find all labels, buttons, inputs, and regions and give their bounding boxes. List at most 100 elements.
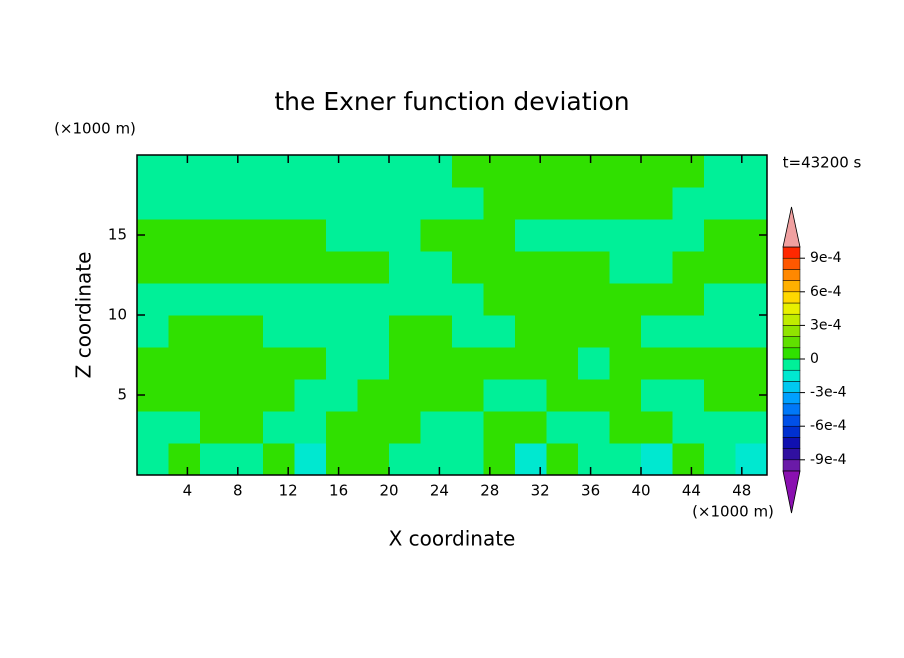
contour-cell bbox=[704, 251, 736, 284]
x-tick-label: 36 bbox=[581, 482, 600, 500]
contour-cell bbox=[483, 187, 516, 220]
contour-cell bbox=[389, 347, 421, 380]
contour-cell bbox=[137, 251, 169, 284]
contour-cell bbox=[168, 155, 201, 188]
colorbar-band bbox=[782, 392, 801, 405]
contour-cell bbox=[263, 219, 295, 252]
contour-cell bbox=[357, 315, 390, 348]
x-tick-label: 24 bbox=[430, 482, 449, 500]
contour-cell bbox=[609, 219, 642, 252]
contour-cell bbox=[389, 283, 421, 316]
colorbar-label: 9e-4 bbox=[810, 250, 842, 266]
contour-cell bbox=[546, 251, 579, 284]
colorbar-band bbox=[782, 246, 801, 259]
colorbar-under bbox=[782, 470, 801, 514]
contour-cell bbox=[168, 283, 201, 316]
y-tick-label: 5 bbox=[117, 386, 127, 404]
contour-cell bbox=[389, 187, 421, 220]
contour-cell bbox=[578, 219, 610, 252]
colorbar-band bbox=[782, 302, 801, 315]
contour-cell bbox=[515, 315, 547, 348]
contour-cell bbox=[515, 283, 547, 316]
contour-cell bbox=[735, 347, 768, 380]
contour-cell bbox=[420, 251, 453, 284]
contour-cell bbox=[735, 411, 768, 444]
contour-cell bbox=[231, 283, 264, 316]
contour-cell bbox=[294, 379, 327, 412]
contour-cell bbox=[357, 379, 390, 412]
contour-cell bbox=[452, 443, 484, 476]
contour-cell bbox=[546, 155, 579, 188]
contour-cell bbox=[515, 347, 547, 380]
contour-cell bbox=[137, 315, 169, 348]
contour-cell bbox=[546, 379, 579, 412]
contour-cell bbox=[294, 315, 327, 348]
contour-cell bbox=[578, 411, 610, 444]
x-axis-title: X coordinate bbox=[389, 527, 516, 551]
contour-cell bbox=[420, 155, 453, 188]
contour-cell bbox=[357, 347, 390, 380]
contour-cell bbox=[672, 219, 705, 252]
contour-cell bbox=[641, 155, 673, 188]
contour-cell bbox=[326, 187, 358, 220]
contour-cell bbox=[483, 315, 516, 348]
contour-cell bbox=[641, 347, 673, 380]
x-tick-label: 48 bbox=[732, 482, 751, 500]
contour-cell bbox=[357, 283, 390, 316]
contour-cell bbox=[641, 443, 673, 476]
chart-title: the Exner function deviation bbox=[274, 87, 629, 116]
contour-cell bbox=[452, 219, 484, 252]
contour-cell bbox=[231, 379, 264, 412]
contour-cell bbox=[200, 411, 232, 444]
contour-cell bbox=[263, 443, 295, 476]
contour-cell bbox=[515, 155, 547, 188]
contour-cell bbox=[263, 347, 295, 380]
colorbar-band bbox=[782, 369, 801, 382]
contour-cell bbox=[546, 443, 579, 476]
contour-cell bbox=[137, 187, 169, 220]
colorbar-band bbox=[782, 280, 801, 293]
contour-cell bbox=[294, 443, 327, 476]
contour-cell bbox=[326, 379, 358, 412]
contour-cell bbox=[263, 411, 295, 444]
contour-cell bbox=[200, 155, 232, 188]
contour-cell bbox=[389, 411, 421, 444]
contour-cell bbox=[294, 251, 327, 284]
contour-cell bbox=[609, 379, 642, 412]
colorbar-label: -9e-4 bbox=[810, 452, 847, 468]
contour-cell bbox=[294, 411, 327, 444]
colorbar-over bbox=[782, 206, 801, 248]
colorbar-band bbox=[782, 425, 801, 438]
contour-cell bbox=[137, 443, 169, 476]
contour-cell bbox=[357, 411, 390, 444]
x-tick-label: 40 bbox=[631, 482, 650, 500]
contour-cell bbox=[200, 347, 232, 380]
contour-cell bbox=[389, 315, 421, 348]
contour-cell bbox=[168, 347, 201, 380]
colorbar-band bbox=[782, 403, 801, 416]
contour-cell bbox=[263, 315, 295, 348]
colorbar-label: 3e-4 bbox=[810, 317, 842, 333]
contour-cell bbox=[641, 283, 673, 316]
contour-cell bbox=[641, 251, 673, 284]
contour-cell bbox=[200, 251, 232, 284]
contour-cell bbox=[200, 443, 232, 476]
contour-cell bbox=[609, 411, 642, 444]
contour-cell bbox=[200, 315, 232, 348]
colorbar-band bbox=[782, 381, 801, 393]
contour-cell bbox=[231, 155, 264, 188]
contour-cell bbox=[389, 251, 421, 284]
contour-cell bbox=[672, 283, 705, 316]
contour-cell bbox=[578, 155, 610, 188]
contour-cell bbox=[168, 379, 201, 412]
contour-cell bbox=[735, 155, 768, 188]
contour-cell bbox=[641, 219, 673, 252]
contour-cell bbox=[578, 315, 610, 348]
contour-cell bbox=[609, 155, 642, 188]
contour-cell bbox=[452, 315, 484, 348]
contour-cell bbox=[137, 155, 169, 188]
contour-cell bbox=[294, 283, 327, 316]
contour-cell bbox=[641, 315, 673, 348]
contour-cell bbox=[578, 187, 610, 220]
